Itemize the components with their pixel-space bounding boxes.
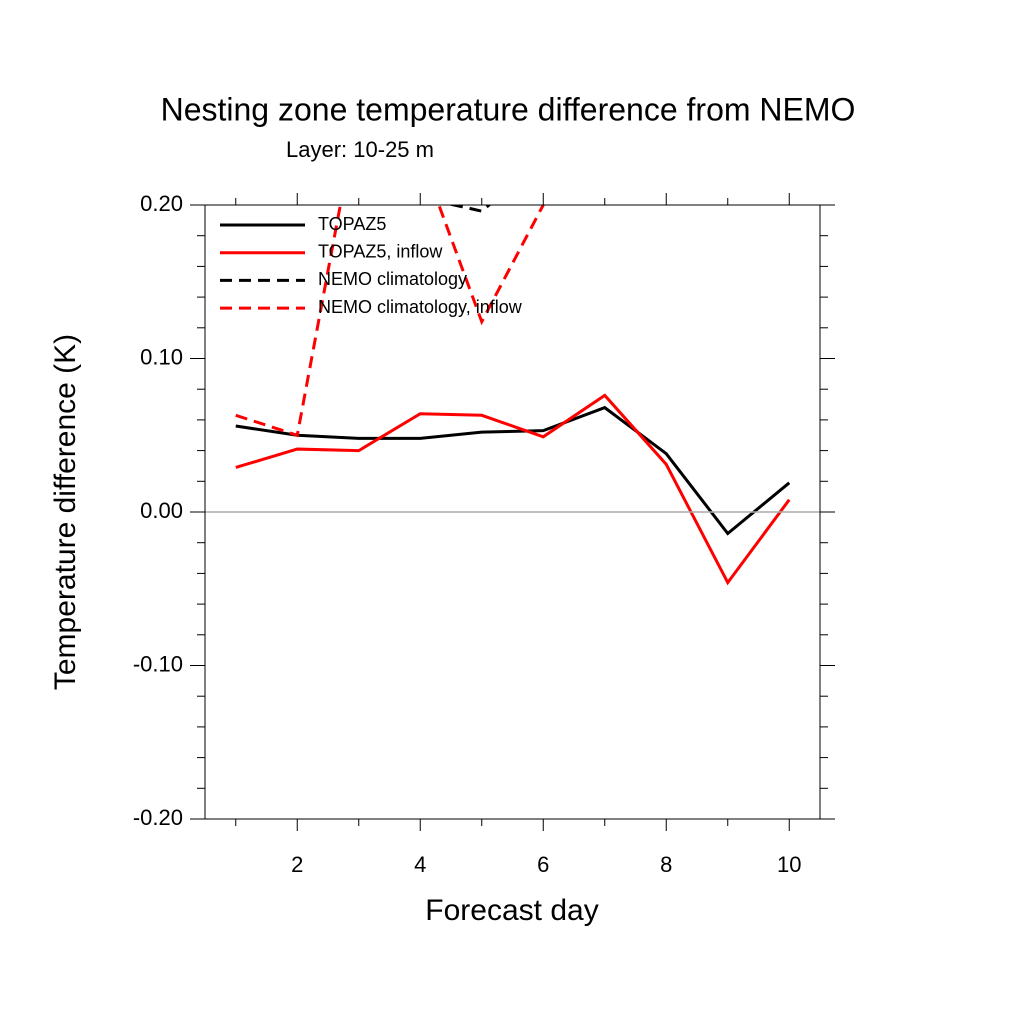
y-axis-label: Temperature difference (K) [49,334,82,690]
plot-frame [204,204,821,820]
series-line [235,393,791,586]
series-line [235,405,791,536]
chart-title: Nesting zone temperature difference from… [161,91,856,127]
x-tick-label: 2 [291,852,303,877]
legend-label: NEMO climatology, inflow [318,297,523,317]
y-tick-label: -0.20 [133,805,183,830]
legend-label: NEMO climatology [318,269,467,289]
y-tick-label: 0.10 [140,344,183,369]
legend-label: TOPAZ5 [318,214,386,234]
y-tick-label: -0.10 [133,651,183,676]
x-tick-label: 10 [777,852,801,877]
series-line [235,205,546,438]
plot-area [235,205,791,586]
x-tick-label: 4 [414,852,426,877]
y-tick-label: 0.20 [140,191,183,216]
x-axis-label: Forecast day [425,894,598,927]
chart-subtitle: Layer: 10-25 m [286,137,434,162]
x-tick-label: 6 [537,852,549,877]
x-tick-label: 8 [660,852,672,877]
legend-label: TOPAZ5, inflow [318,241,443,261]
y-tick-label: 0.00 [140,498,183,523]
